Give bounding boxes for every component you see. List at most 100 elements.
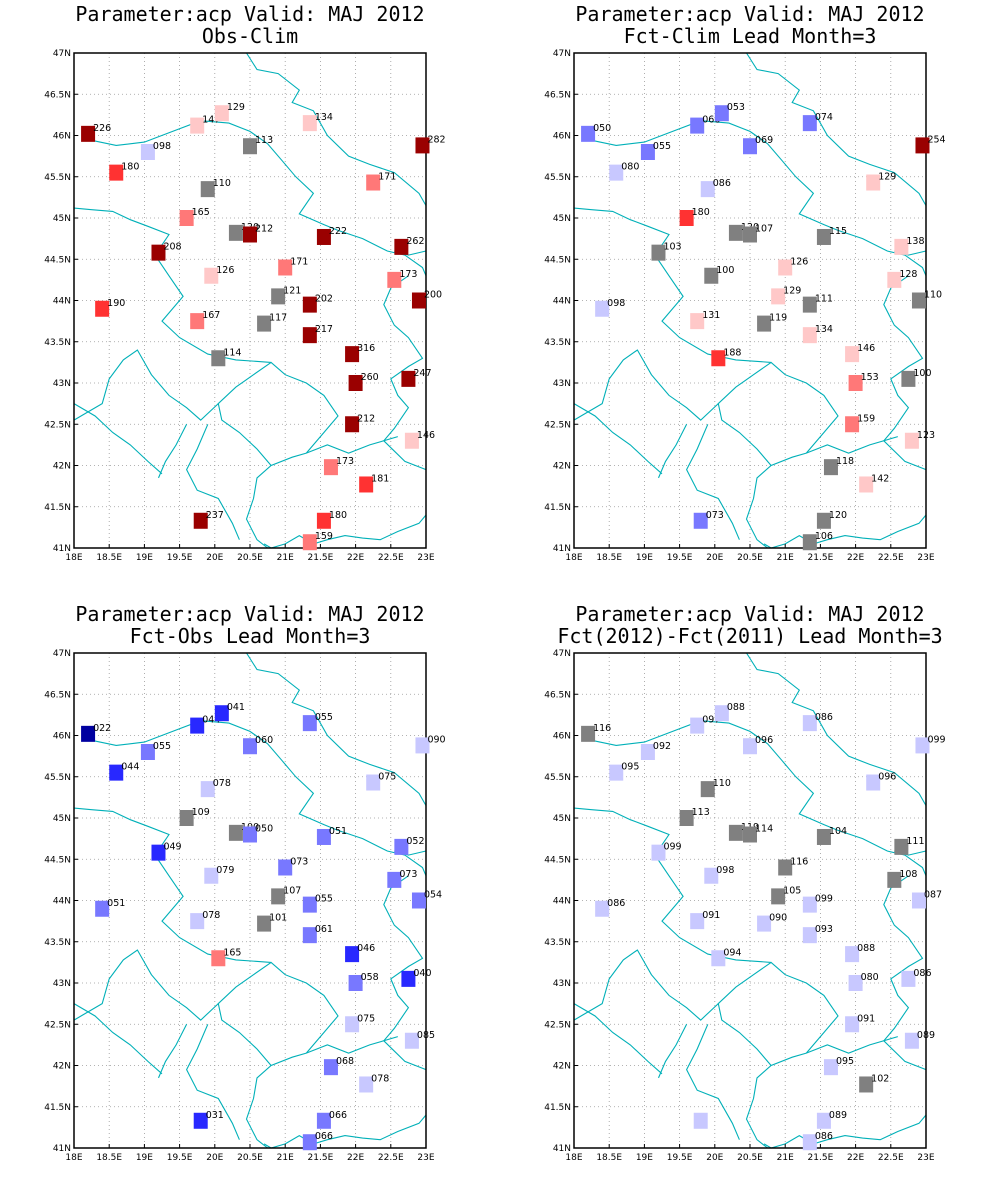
country-border <box>73 1003 163 1075</box>
station-value-label: 095 <box>621 762 639 773</box>
station-marker <box>915 737 930 754</box>
station-value-label: 111 <box>906 836 924 847</box>
y-tick-label: 45N <box>53 214 71 224</box>
station-value-label: 217 <box>315 324 333 335</box>
country-border <box>657 424 688 479</box>
station-value-label: 098 <box>716 865 734 876</box>
station-marker <box>302 115 317 132</box>
station-value-label: 208 <box>163 242 181 253</box>
station-marker <box>771 888 786 905</box>
station-value-label: 086 <box>815 1131 833 1142</box>
station-value-label: 053 <box>727 102 745 113</box>
station-value-label: 142 <box>871 473 889 484</box>
station-value-label: 090 <box>427 734 445 745</box>
country-border <box>883 875 927 1071</box>
station-value-label: 049 <box>163 842 181 853</box>
station-value-label: 107 <box>755 224 773 235</box>
y-tick-label: 42N <box>553 462 571 472</box>
station-value-label: 066 <box>702 115 720 126</box>
station-marker <box>816 228 831 245</box>
country-border <box>263 514 427 549</box>
station-marker <box>193 1112 208 1129</box>
x-tick-label: 21.5E <box>808 1153 834 1163</box>
country-border <box>185 1024 240 1140</box>
y-tick-label: 41.5N <box>44 503 71 513</box>
y-tick-label: 42.5N <box>44 1020 71 1030</box>
country-border <box>87 120 427 277</box>
y-tick-label: 41N <box>553 544 571 554</box>
station-value-label: 118 <box>836 456 854 467</box>
y-tick-label: 45.5N <box>44 173 71 183</box>
station-value-label: 073 <box>399 869 417 880</box>
station-marker <box>700 781 715 798</box>
station-marker <box>323 1059 338 1076</box>
y-tick-label: 42.5N <box>544 420 571 430</box>
station-marker <box>816 512 831 529</box>
x-tick-label: 22.5E <box>378 553 404 563</box>
station-marker <box>316 512 331 529</box>
country-border <box>185 424 240 540</box>
station-marker <box>901 370 916 387</box>
x-tick-label: 20.5E <box>737 553 763 563</box>
station-value-label: 262 <box>406 236 424 247</box>
station-marker <box>859 476 874 493</box>
country-border <box>657 1024 688 1079</box>
station-value-label: 091 <box>857 1013 875 1024</box>
station-marker <box>728 824 743 841</box>
station-value-label: 094 <box>723 947 741 958</box>
station-value-label: 092 <box>653 741 671 752</box>
station-value-label: 046 <box>357 943 375 954</box>
y-tick-label: 41N <box>53 1144 71 1154</box>
y-tick-label: 46N <box>553 132 571 142</box>
map-panel-obs-clim: Parameter:acp Valid: MAJ 2012 Obs-Clim 1… <box>0 0 500 600</box>
y-tick-label: 44N <box>553 897 571 907</box>
y-tick-label: 41.5N <box>544 1103 571 1113</box>
station-marker <box>211 950 226 967</box>
station-marker <box>887 271 902 288</box>
x-tick-label: 22.5E <box>878 553 904 563</box>
y-tick-label: 43.5N <box>44 938 71 948</box>
station-value-label: 031 <box>206 1110 224 1121</box>
station-marker <box>228 224 243 241</box>
station-marker <box>257 315 272 332</box>
station-marker <box>316 1112 331 1129</box>
y-tick-label: 46.5N <box>544 90 571 100</box>
station-value-label: 116 <box>790 857 808 868</box>
station-value-label: 078 <box>371 1073 389 1084</box>
station-value-label: 101 <box>269 913 287 924</box>
map-svg: Parameter:acp Valid: MAJ 2012 Fct-Obs Le… <box>44 602 445 1163</box>
station-value-label: 051 <box>329 826 347 837</box>
station-marker <box>802 296 817 313</box>
station-value-label: 131 <box>702 310 720 321</box>
station-value-label: 146 <box>417 430 435 441</box>
station-marker <box>711 950 726 967</box>
y-tick-label: 47N <box>53 649 71 659</box>
station-marker <box>651 244 666 261</box>
station-value-label: 089 <box>917 1030 935 1041</box>
country-border <box>587 720 927 877</box>
station-value-label: 097 <box>702 715 720 726</box>
station-value-label: 212 <box>255 224 273 235</box>
station-marker <box>802 327 817 344</box>
station-marker <box>411 892 426 909</box>
station-value-label: 114 <box>755 824 773 835</box>
station-marker <box>151 244 166 261</box>
country-border <box>573 349 719 421</box>
y-tick-label: 45N <box>553 214 571 224</box>
station-marker <box>690 117 705 134</box>
station-value-label: 095 <box>836 1056 854 1067</box>
x-tick-label: 19.5E <box>167 1153 193 1163</box>
station-marker <box>214 105 229 122</box>
y-tick-label: 44N <box>53 297 71 307</box>
country-border <box>746 652 927 806</box>
country-border <box>763 1114 927 1149</box>
country-border <box>573 949 719 1021</box>
station-value-label: 086 <box>713 178 731 189</box>
station-marker <box>179 810 194 826</box>
station-value-label: 050 <box>255 824 273 835</box>
station-marker <box>679 810 694 826</box>
panel-title-line2: Obs-Clim <box>202 24 298 48</box>
station-marker <box>904 432 919 449</box>
station-value-label: 129 <box>783 285 801 296</box>
x-tick-label: 22E <box>347 553 364 563</box>
